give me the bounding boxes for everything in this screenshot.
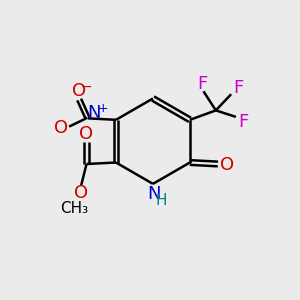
Text: N: N [87, 104, 101, 122]
Text: O: O [79, 125, 93, 143]
Text: H: H [155, 193, 167, 208]
Text: O: O [74, 184, 88, 202]
Text: F: F [198, 75, 208, 93]
Text: F: F [239, 113, 249, 131]
Text: O: O [54, 119, 68, 137]
Text: −: − [81, 80, 92, 94]
Text: F: F [233, 79, 244, 97]
Text: N: N [147, 185, 160, 203]
Text: O: O [71, 82, 85, 100]
Text: CH₃: CH₃ [60, 201, 88, 216]
Text: +: + [98, 102, 108, 116]
Text: O: O [220, 157, 234, 175]
